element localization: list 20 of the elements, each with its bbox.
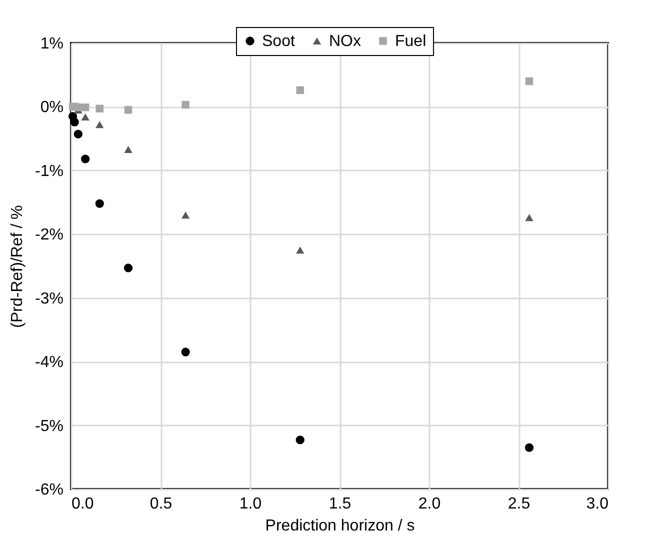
- legend-label: Soot: [262, 33, 296, 50]
- y-tick-label: 1%: [40, 36, 64, 52]
- y-tick-label: -5%: [35, 418, 64, 435]
- y-axis-title: (Prd-Ref)/Ref / %: [9, 205, 26, 328]
- x-tick-label: 1.0: [239, 496, 262, 512]
- x-axis-title: Prediction horizon / s: [265, 518, 415, 534]
- y-tick-label: -3%: [35, 290, 64, 308]
- y-tick-label: -2%: [35, 226, 64, 244]
- y-tick-label: -1%: [35, 162, 64, 180]
- y-tick-label: 0%: [40, 99, 64, 116]
- x-tick-label: 1.5: [328, 496, 352, 512]
- x-tick-label: 0.5: [150, 496, 172, 512]
- y-tick-label: -4%: [35, 354, 64, 372]
- x-tick-label: 2.0: [418, 496, 441, 512]
- x-tick-label: 2.5: [508, 496, 530, 512]
- legend-label: NOx: [329, 33, 361, 50]
- x-tick-label: 0.0: [72, 496, 94, 512]
- y-tick-label: -6%: [35, 482, 64, 498]
- legend-label: Fuel: [395, 33, 426, 50]
- x-tick-label: 3.0: [586, 496, 609, 512]
